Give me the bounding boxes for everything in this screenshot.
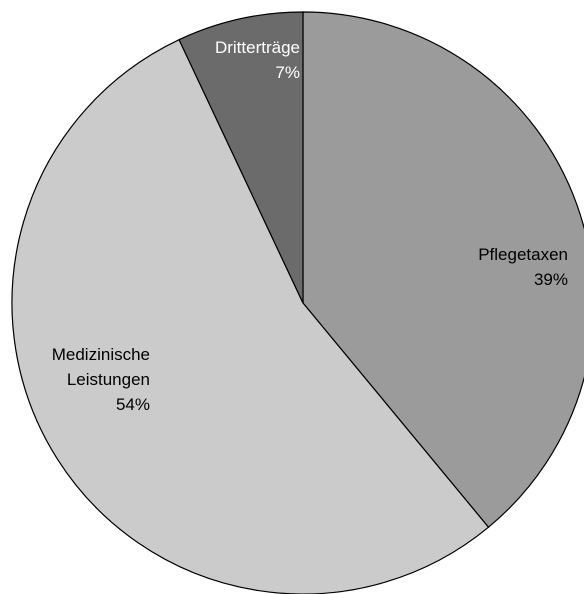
category-label: Medizinische Leistungen (51, 345, 150, 389)
slice-label: Medizinische Leistungen 54% (10, 342, 150, 417)
pie-slice (302, 11, 584, 529)
value-label: 39% (533, 270, 568, 289)
pie-slice (178, 11, 304, 304)
category-label: Dritterträge (214, 38, 300, 57)
slice-label: Pflegetaxen 39% (408, 242, 568, 292)
slice-label: Dritterträge 7% (180, 35, 300, 85)
value-label: 54% (115, 395, 150, 414)
pie-slice (11, 38, 490, 594)
value-label: 7% (275, 63, 300, 82)
category-label: Pflegetaxen (478, 245, 568, 264)
